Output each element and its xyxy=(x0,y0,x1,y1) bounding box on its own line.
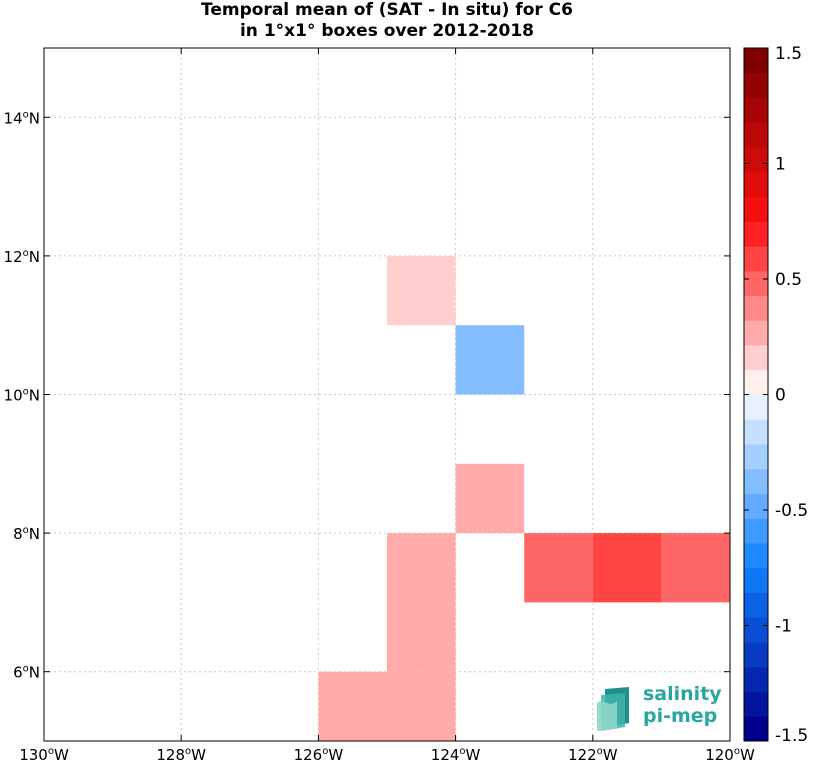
x-tick-label: 126oW xyxy=(294,746,344,763)
waves-icon xyxy=(597,687,629,731)
colorbar-step xyxy=(744,147,768,173)
colorbar-step xyxy=(744,493,768,519)
heatmap-cell xyxy=(387,255,456,326)
colorbar-step xyxy=(744,122,768,148)
colorbar-step xyxy=(744,691,768,717)
colorbar-step xyxy=(744,567,768,593)
colorbar-step xyxy=(744,369,768,395)
colorbar-step xyxy=(744,666,768,692)
axis-ticks: 130oW 128oW 126oW 124oW 122oW 120oW 6oN 8oN 10oN… xyxy=(4,48,755,763)
heatmap-cell xyxy=(387,602,456,672)
colorbar-step xyxy=(744,72,768,98)
colorbar-step xyxy=(744,171,768,197)
colorbar-step xyxy=(744,221,768,247)
heatmap-cell xyxy=(387,671,456,741)
x-tick-label: 130oW xyxy=(19,746,69,763)
heatmap-cell xyxy=(661,533,730,603)
y-tick-label: 6oN xyxy=(13,664,40,682)
colorbar-tick-label: 0.5 xyxy=(775,270,802,290)
data-cells xyxy=(318,255,730,741)
heatmap-cell xyxy=(592,533,662,603)
colorbar-step xyxy=(744,419,768,445)
colorbar-step xyxy=(744,270,768,296)
colorbar-tick-label: 1 xyxy=(775,155,786,175)
colorbar-step xyxy=(744,444,768,470)
x-tick-label: 128oW xyxy=(156,746,206,763)
y-tick-label: 14oN xyxy=(4,109,40,127)
x-tick-label: 122oW xyxy=(568,746,618,763)
y-tick-label: 10oN xyxy=(4,387,40,405)
colorbar-step xyxy=(744,246,768,272)
colorbar-step xyxy=(744,716,768,742)
heatmap-cell xyxy=(387,533,456,603)
x-tick-label: 120oW xyxy=(705,746,755,763)
colorbar-step xyxy=(744,642,768,668)
logo-line-1: salinity xyxy=(643,683,722,705)
title-line-2: in 1°x1° boxes over 2012-2018 xyxy=(239,21,535,41)
colorbar-tick-label: -1 xyxy=(775,617,792,637)
y-tick-label: 12oN xyxy=(4,248,40,266)
colorbar-tick-label: -0.5 xyxy=(775,501,808,521)
salinity-pi-mep-logo: salinity pi-mep xyxy=(595,683,725,731)
colorbar-step xyxy=(744,617,768,643)
chart-title: Temporal mean of (SAT - In situ) for C6 … xyxy=(44,0,730,42)
colorbar-step xyxy=(744,97,768,123)
colorbar-step xyxy=(744,543,768,569)
heatmap-cell xyxy=(524,533,593,603)
colorbar-step xyxy=(744,394,768,420)
colorbar-tick-label: 0 xyxy=(775,386,786,406)
heatmap-cell xyxy=(455,463,525,534)
colorbar-step xyxy=(744,48,768,74)
x-tick-label: 124oW xyxy=(431,746,481,763)
logo-line-2: pi-mep xyxy=(643,705,718,727)
colorbar-step xyxy=(744,320,768,346)
heatmap-cell xyxy=(318,671,387,741)
title-line-1: Temporal mean of (SAT - In situ) for C6 xyxy=(201,0,573,20)
colorbar: 1.5 1 0.5 0 -0.5 -1 -1.5 xyxy=(743,44,808,746)
colorbar-step xyxy=(744,196,768,222)
colorbar-step xyxy=(744,295,768,321)
colorbar-tick-label: 1.5 xyxy=(775,44,802,64)
colorbar-step xyxy=(744,592,768,618)
y-tick-label: 8oN xyxy=(13,525,40,543)
heatmap-cell xyxy=(455,325,525,395)
colorbar-step xyxy=(744,518,768,544)
colorbar-step xyxy=(744,345,768,371)
colorbar-tick-label: -1.5 xyxy=(775,726,808,746)
colorbar-step xyxy=(744,468,768,494)
